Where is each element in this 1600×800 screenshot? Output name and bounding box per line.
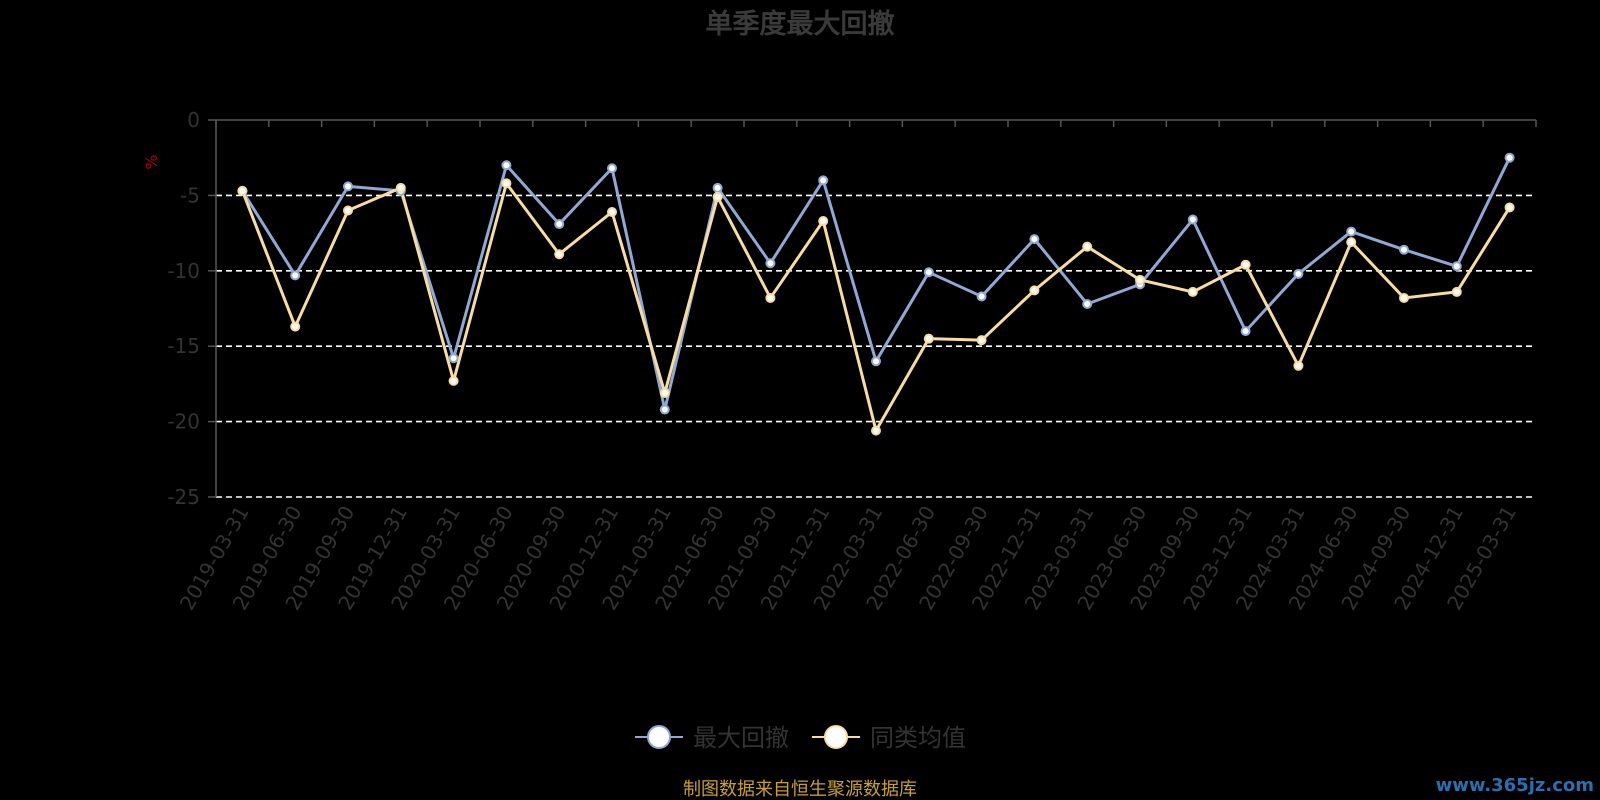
- data-point-1[interactable]: [976, 291, 987, 302]
- y-axis-unit: %: [142, 154, 161, 169]
- legend[interactable]: 最大回撤 同类均值: [635, 724, 966, 752]
- data-point-2[interactable]: [343, 205, 353, 216]
- source-note: 制图数据来自恒生聚源数据库: [683, 779, 917, 800]
- watermark: www.365jz.com: [1436, 775, 1594, 796]
- y-tick-label: -10: [167, 259, 200, 283]
- data-point-2[interactable]: [1346, 237, 1357, 248]
- data-point-1[interactable]: [923, 267, 934, 278]
- data-point-1[interactable]: [1029, 234, 1040, 245]
- data-point-2[interactable]: [1504, 202, 1515, 213]
- data-point-2[interactable]: [976, 335, 987, 346]
- data-point-2[interactable]: [395, 182, 406, 193]
- legend-marker-icon: [824, 725, 848, 749]
- data-point-1[interactable]: [765, 258, 776, 269]
- data-point-2[interactable]: [1399, 292, 1409, 303]
- data-point-1[interactable]: [1399, 244, 1409, 255]
- data-point-2[interactable]: [1451, 286, 1462, 297]
- y-tick-label: 0: [187, 108, 200, 132]
- data-point-2[interactable]: [554, 249, 565, 260]
- y-tick-labels: 0 -5 -10 -15 -20 -25: [167, 108, 200, 509]
- series-line-2: [241, 181, 1511, 433]
- data-point-1[interactable]: [1187, 214, 1198, 225]
- data-point-2[interactable]: [1082, 241, 1093, 252]
- legend-marker-icon: [647, 725, 671, 749]
- data-point-2[interactable]: [1187, 286, 1198, 297]
- data-point-1[interactable]: [818, 175, 829, 186]
- data-point-2[interactable]: [765, 292, 776, 303]
- data-point-1[interactable]: [554, 219, 565, 230]
- data-point-2[interactable]: [1240, 259, 1251, 270]
- data-point-2[interactable]: [818, 216, 829, 227]
- legend-item-1[interactable]: 最大回撤: [635, 724, 789, 752]
- data-point-2[interactable]: [448, 375, 459, 386]
- chart-title: 单季度最大回撤: [706, 8, 895, 40]
- data-point-1[interactable]: [1504, 152, 1515, 163]
- data-point-1[interactable]: [290, 270, 301, 281]
- data-point-2[interactable]: [1293, 360, 1304, 371]
- data-point-2[interactable]: [923, 333, 934, 344]
- data-point-1[interactable]: [659, 404, 670, 415]
- data-point-2[interactable]: [1135, 274, 1145, 285]
- data-point-1[interactable]: [871, 356, 881, 367]
- data-point-2[interactable]: [501, 178, 512, 189]
- y-tick-label: -25: [167, 485, 200, 509]
- data-point-2[interactable]: [607, 206, 617, 217]
- data-point-2[interactable]: [871, 425, 881, 436]
- data-point-2[interactable]: [290, 321, 301, 332]
- data-point-1[interactable]: [448, 353, 459, 364]
- grid-lines: [216, 194, 1536, 498]
- series-group: [237, 152, 1515, 436]
- axes: [208, 119, 1537, 498]
- data-point-1[interactable]: [501, 160, 512, 171]
- legend-item-2[interactable]: 同类均值: [812, 724, 966, 752]
- legend-label: 最大回撤: [693, 724, 789, 752]
- data-point-1[interactable]: [1240, 326, 1251, 337]
- y-tick-label: -5: [180, 183, 200, 207]
- data-point-1[interactable]: [712, 182, 723, 193]
- data-point-1[interactable]: [1293, 268, 1304, 279]
- data-point-1[interactable]: [1346, 226, 1357, 237]
- x-tick-labels: 2019-03-312019-06-302019-09-302019-12-31…: [175, 501, 1521, 614]
- data-point-1[interactable]: [343, 181, 353, 192]
- y-tick-label: -15: [167, 334, 200, 358]
- legend-label: 同类均值: [870, 724, 966, 752]
- data-point-1[interactable]: [1082, 298, 1093, 309]
- y-tick-label: -20: [167, 410, 200, 434]
- data-point-1[interactable]: [607, 163, 617, 174]
- data-point-2[interactable]: [712, 191, 723, 202]
- data-point-1[interactable]: [1451, 261, 1462, 272]
- data-point-2[interactable]: [659, 387, 670, 398]
- data-point-2[interactable]: [237, 185, 248, 196]
- data-point-2[interactable]: [1029, 285, 1040, 296]
